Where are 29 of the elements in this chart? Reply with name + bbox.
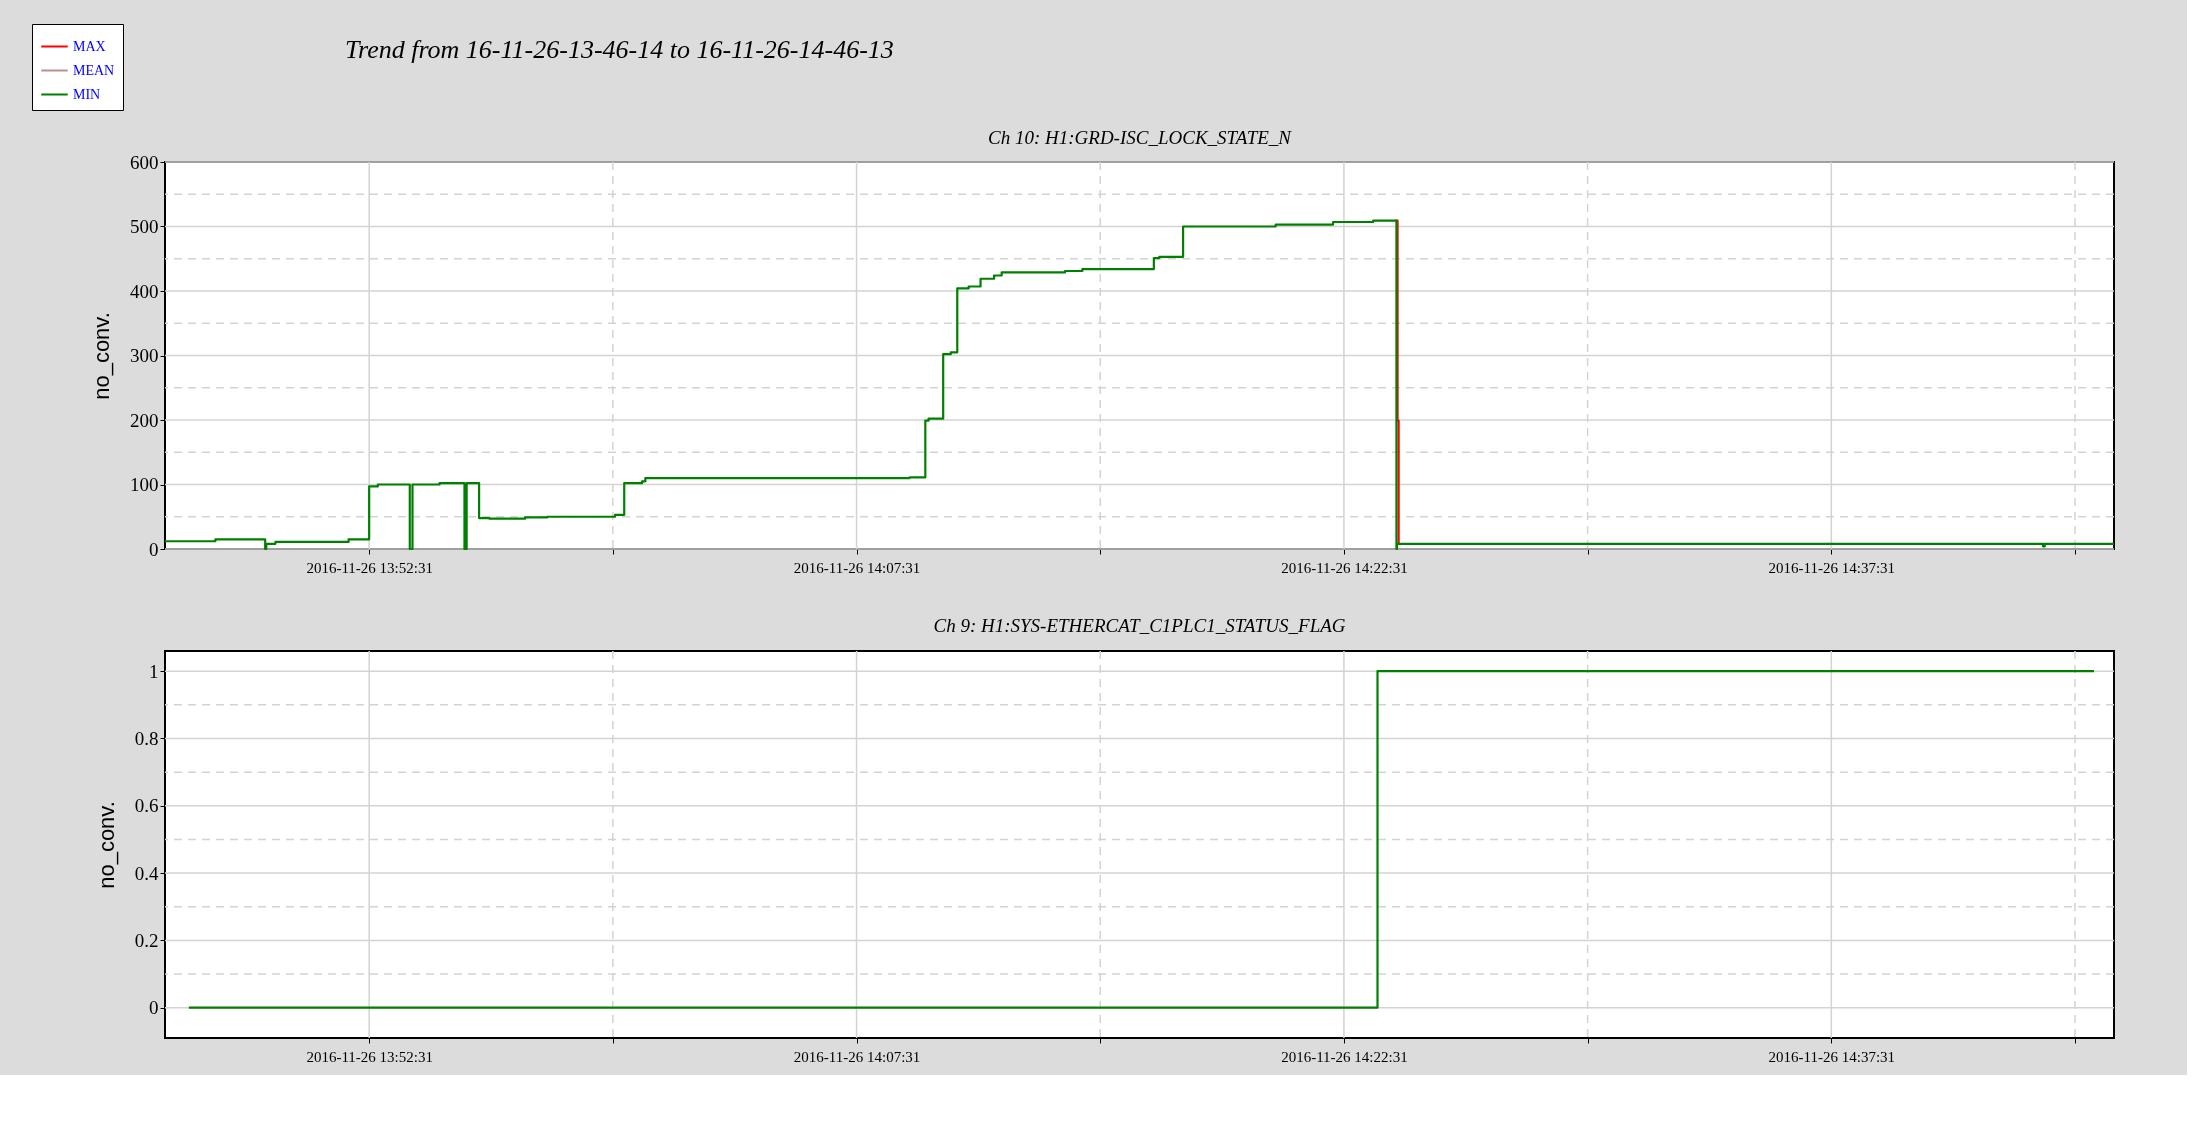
y-tick-label: 300	[130, 345, 159, 366]
y-tick-label: 1	[149, 660, 159, 682]
y-tick-label: 100	[130, 474, 159, 495]
x-tick-label: 2016-11-26 14:22:31	[1281, 1048, 1408, 1065]
y-tick-label: 0.4	[134, 862, 159, 884]
y-tick-label: 600	[130, 151, 159, 173]
chart-title: Trend from 16-11-26-13-46-14 to 16-11-26-14-46-13	[345, 35, 894, 64]
legend-label: MIN	[73, 86, 101, 102]
x-tick-label: 2016-11-26 13:52:31	[306, 559, 433, 576]
y-axis-title: no_conv.	[89, 312, 114, 400]
y-axis-title: no_conv.	[93, 801, 119, 889]
y-tick-label: 0.6	[134, 795, 159, 817]
chart-title: Ch 9: H1:SYS-ETHERCAT_C1PLC1_STATUS_FLAG	[933, 615, 1346, 637]
x-tick-label: 2016-11-26 14:07:31	[793, 1048, 921, 1065]
y-tick-label: 0.8	[134, 728, 159, 749]
x-tick-label: 2016-11-26 13:52:31	[306, 1048, 433, 1065]
y-tick-label: 0	[149, 997, 159, 1019]
y-tick-label: 500	[130, 216, 159, 237]
y-tick-label: 200	[130, 409, 159, 431]
x-tick-label: 2016-11-26 14:37:31	[1768, 559, 1896, 576]
chart-subtitle: Ch 10: H1:GRD-ISC_LOCK_STATE_N	[988, 127, 1293, 148]
legend-label: MAX	[73, 38, 106, 54]
y-tick-label: 400	[130, 280, 159, 302]
x-tick-label: 2016-11-26 14:37:31	[1768, 1048, 1896, 1065]
x-tick-label: 2016-11-26 14:07:31	[793, 559, 921, 576]
x-tick-label: 2016-11-26 14:22:31	[1281, 559, 1408, 576]
y-tick-label: 0	[149, 538, 159, 560]
y-tick-label: 0.2	[134, 929, 159, 951]
legend-label: MEAN	[73, 62, 115, 78]
